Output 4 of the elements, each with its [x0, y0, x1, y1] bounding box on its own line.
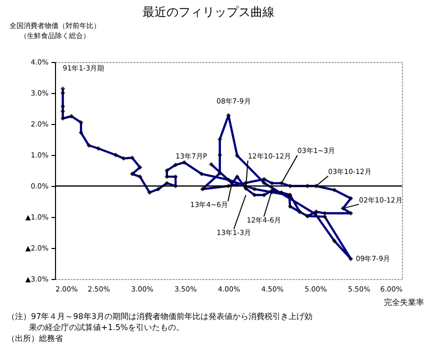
- chart-title: 最近のフィリップス曲線: [142, 5, 274, 19]
- x-axis-title: 完全失業率: [384, 298, 424, 307]
- text: （注）97年４月～98年3月の期間は消費者物価前年比は発表値から消費税引き上げ効果の経企庁の試算値+1.5%を引いたもの。: [7, 312, 312, 332]
- text: （出所）総務省: [7, 334, 63, 343]
